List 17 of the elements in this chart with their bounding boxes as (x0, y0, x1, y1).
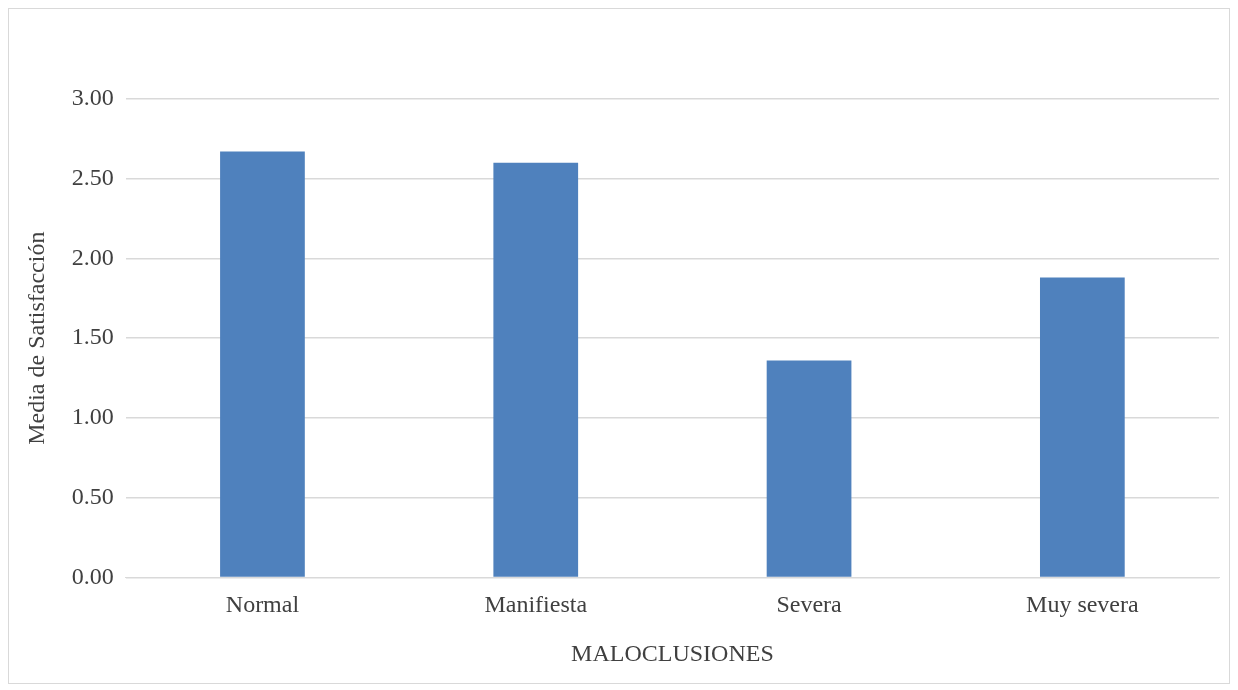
bar (1039, 277, 1125, 577)
bar (220, 151, 305, 577)
y-tick-label: 1.00 (71, 403, 114, 430)
y-tick-label: 3.00 (71, 84, 114, 111)
x-tick-label: Normal (225, 591, 300, 618)
y-tick-label: 2.00 (71, 243, 114, 270)
x-tick-label: Severa (776, 591, 843, 618)
x-tick-label: Muy severa (1026, 591, 1140, 618)
bar (766, 360, 852, 577)
x-axis-title: MALOCLUSIONES (571, 639, 774, 666)
y-tick-label: 1.50 (71, 323, 114, 350)
y-axis-title: Media de Satisfacción (22, 231, 49, 445)
y-tick-label: 0.00 (71, 562, 114, 589)
y-tick-label: 0.50 (71, 482, 114, 509)
y-tick-label: 2.50 (71, 164, 114, 191)
bar (493, 162, 579, 577)
x-tick-label: Manifiesta (484, 591, 588, 618)
